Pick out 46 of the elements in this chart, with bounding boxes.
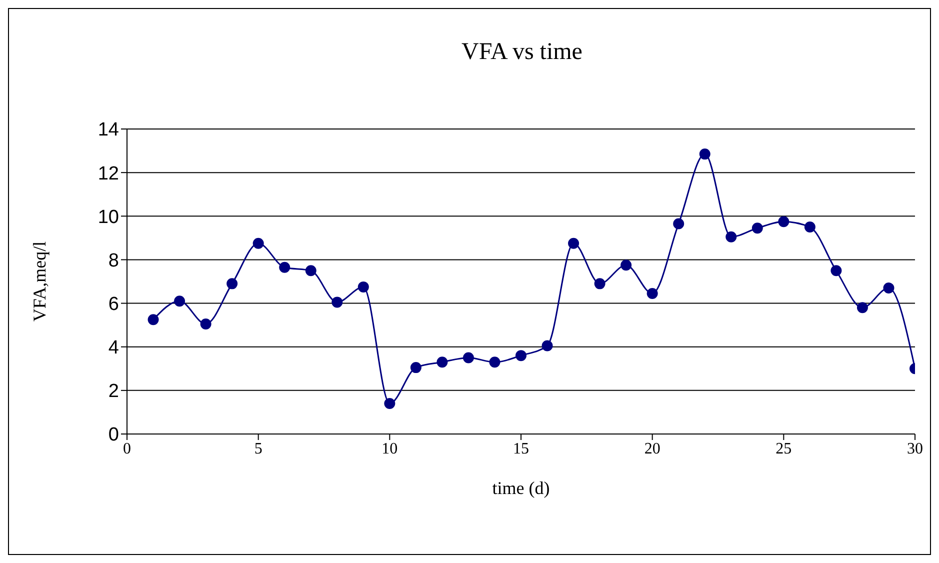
point (804, 222, 816, 233)
point (726, 231, 737, 242)
x-tick-label: 15 (513, 440, 529, 458)
point (516, 350, 526, 362)
point (568, 238, 580, 249)
point (778, 216, 790, 228)
x-tick-label: 25 (776, 440, 792, 458)
point (436, 356, 448, 368)
point (226, 278, 238, 290)
y-tick-label: 4 (108, 338, 120, 359)
point (752, 222, 763, 234)
point (646, 288, 658, 299)
x-tick-label: 30 (907, 440, 923, 458)
point (883, 282, 894, 294)
x-tick-label: 0 (123, 440, 131, 458)
point (332, 296, 343, 308)
point (594, 278, 606, 290)
point (410, 362, 422, 374)
y-axis-title: VFA,meq/l (29, 241, 50, 322)
point (856, 302, 868, 314)
y-tick-label: 10 (98, 206, 119, 228)
point (358, 281, 369, 292)
point (830, 265, 842, 276)
chart-title: VFA vs time (460, 39, 584, 66)
point (252, 238, 264, 249)
point (174, 296, 186, 307)
point (699, 148, 710, 160)
point (200, 318, 212, 330)
x-tick-label: 5 (254, 440, 262, 458)
point (148, 314, 159, 326)
point (384, 398, 396, 409)
y-tick-label: 12 (98, 163, 119, 184)
point (673, 218, 684, 230)
point (489, 356, 500, 368)
x-tick-label: 20 (644, 440, 660, 458)
y-tick-label: 14 (98, 120, 120, 141)
y-tick-label: 8 (108, 250, 119, 272)
y-tick-label: 2 (108, 381, 119, 402)
point (542, 340, 553, 352)
x-tick-label: 10 (382, 440, 398, 458)
point (305, 265, 316, 276)
point (462, 352, 474, 364)
point (620, 260, 632, 271)
point (279, 262, 290, 273)
y-tick-label: 6 (108, 294, 119, 316)
x-axis-title: time (d) (492, 478, 550, 498)
